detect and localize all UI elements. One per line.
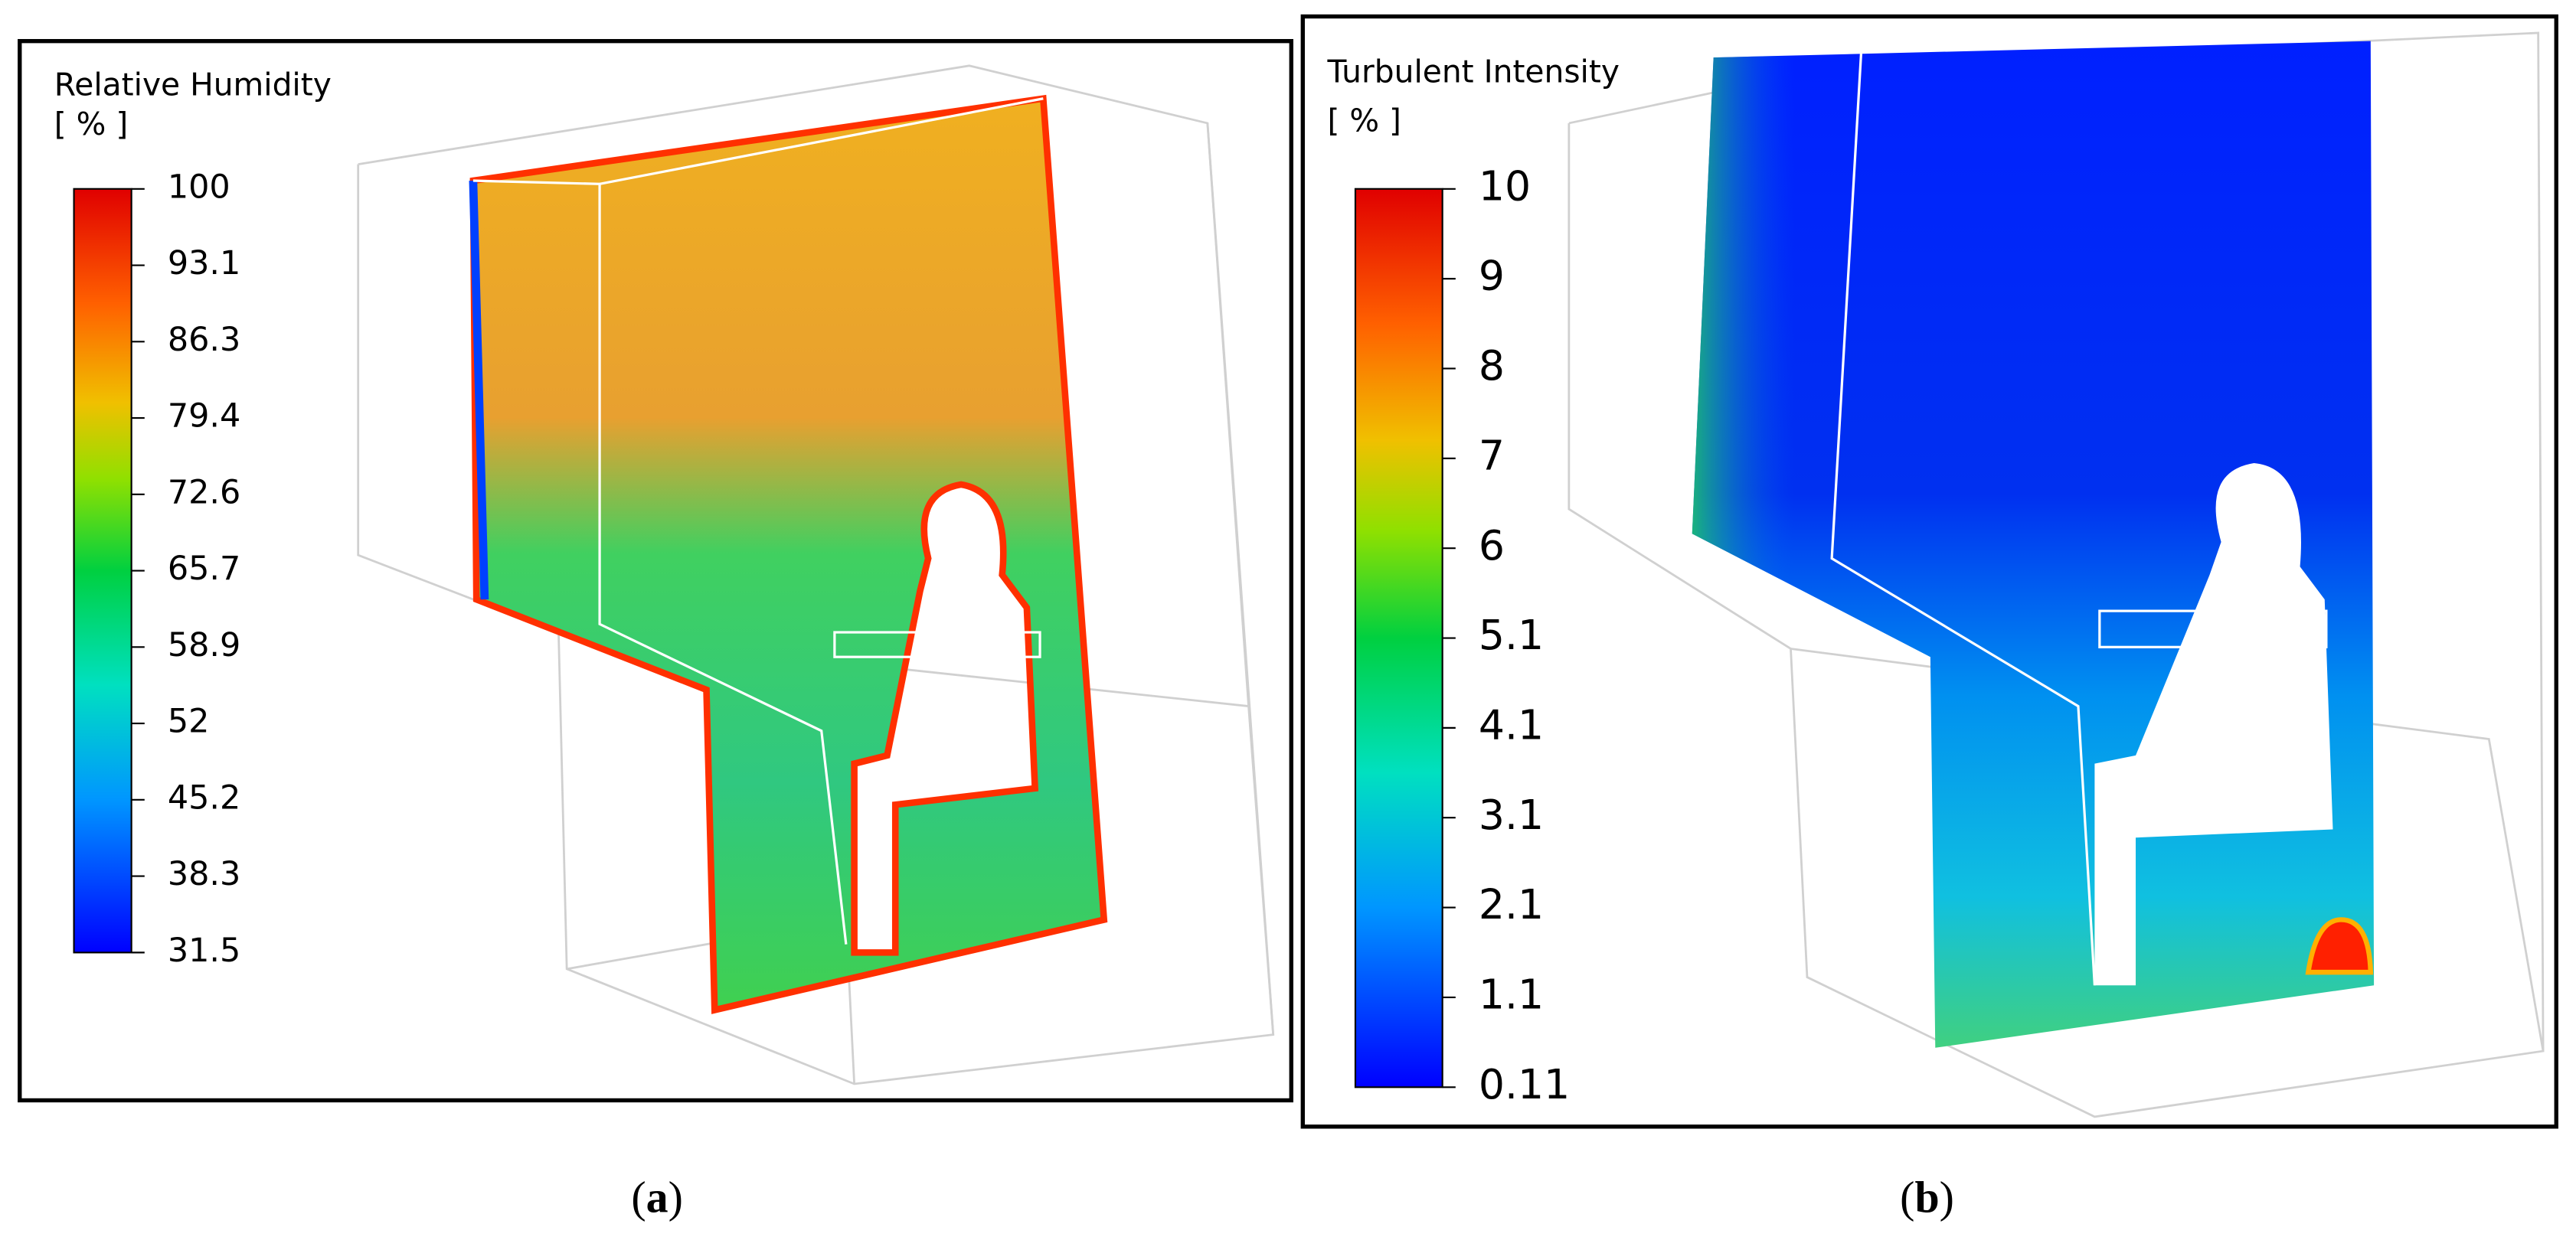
legend-unit: [ % ] bbox=[54, 106, 128, 142]
colorbar-label: 8 bbox=[1479, 341, 1505, 390]
colorbar-label: 5.1 bbox=[1479, 611, 1544, 659]
contour-edge bbox=[469, 180, 489, 600]
colorbar-label: 58.9 bbox=[168, 626, 241, 664]
colorbar-label: 6 bbox=[1479, 521, 1505, 570]
colorbar-label: 93.1 bbox=[168, 244, 241, 282]
legend-title: Turbulent Intensity bbox=[1326, 53, 1620, 90]
colorbar-label: 0.11 bbox=[1479, 1060, 1570, 1108]
colorbar bbox=[1354, 188, 1443, 1088]
occupant-cutout bbox=[2094, 463, 2333, 986]
caption-letter: b bbox=[1914, 1172, 1939, 1222]
colorbar-label: 86.3 bbox=[168, 321, 241, 359]
colorbar-label: 72.6 bbox=[168, 473, 241, 511]
panel-frame bbox=[18, 38, 1293, 1103]
wireframe bbox=[1830, 49, 2328, 986]
colorbar-label: 10 bbox=[1479, 162, 1531, 210]
colorbar-label: 45.2 bbox=[168, 778, 241, 817]
colorbar bbox=[73, 188, 132, 954]
colorbar-label: 3.1 bbox=[1479, 791, 1544, 839]
caption-letter: a bbox=[646, 1172, 669, 1222]
panel-frame bbox=[1300, 14, 2558, 1129]
colorbar-label: 1.1 bbox=[1479, 971, 1544, 1019]
colorbar-label: 79.4 bbox=[168, 397, 241, 436]
colorbar-label: 52 bbox=[168, 703, 210, 741]
caption: (b) bbox=[1900, 1172, 1954, 1222]
caption: (a) bbox=[631, 1172, 683, 1222]
colorbar-label: 38.3 bbox=[168, 855, 241, 893]
legend-title: Relative Humidity bbox=[54, 66, 332, 103]
colorbar-label: 7 bbox=[1479, 431, 1505, 479]
colorbar-label: 31.5 bbox=[168, 932, 241, 970]
humidity-contour bbox=[469, 94, 1108, 1014]
colorbar-label: 2.1 bbox=[1479, 880, 1544, 929]
hot-spot bbox=[2305, 917, 2374, 975]
legend-unit: [ % ] bbox=[1327, 103, 1401, 139]
colorbar-label: 9 bbox=[1479, 252, 1505, 300]
colorbar-label: 4.1 bbox=[1479, 701, 1544, 749]
wireframe bbox=[472, 97, 1044, 945]
colorbar-label: 100 bbox=[168, 168, 230, 206]
colorbar-label: 65.7 bbox=[168, 550, 241, 588]
